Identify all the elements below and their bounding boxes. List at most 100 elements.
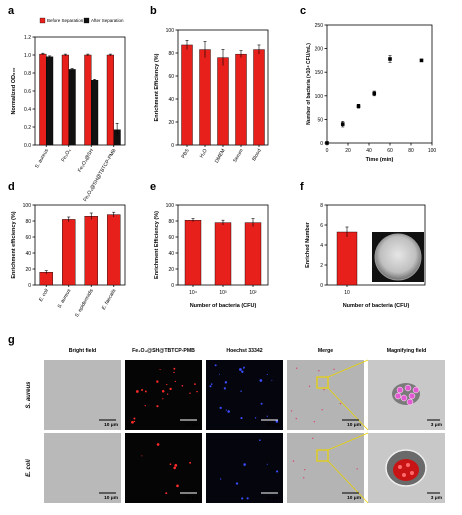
micro-column-title: Merge: [318, 348, 333, 354]
micro-merge-dot: [356, 468, 358, 470]
panel-a-ytick-label: 1.0: [24, 53, 31, 59]
micro-merge-dot: [339, 402, 342, 405]
micro-image-panel: [206, 433, 283, 503]
micro-scale-label: 10 μm: [104, 495, 118, 501]
micro-zoom-line: [327, 387, 369, 431]
panel-a-bar: [39, 53, 47, 146]
panel-f-ytick-label: 8: [320, 203, 323, 209]
panel-d-ylabel: Enrichment efficiency (%): [11, 211, 17, 278]
panel-c-xtick-label: 100: [428, 148, 437, 154]
micro-row-label: E. coli: [26, 459, 32, 477]
panel-f-ytick-label: 4: [320, 243, 323, 249]
micro-fluorescence-dot: [189, 461, 192, 464]
micro-fluorescence-dot: [174, 464, 178, 467]
panel-b-bar: [181, 44, 193, 146]
micro-cell-fluorescence: [393, 459, 419, 481]
panel-d-bar: [84, 215, 98, 286]
panel-b-ytick-label: 80: [168, 51, 174, 57]
micro-fluorescence-dot: [173, 367, 176, 370]
panel-a-bar: [84, 54, 92, 146]
panel-a-ytick-label: 0.6: [24, 89, 31, 95]
panel-e-xtick-label: 10²: [249, 290, 257, 296]
micro-image-panel: [44, 360, 121, 430]
panel-d-bar: [62, 219, 76, 286]
panel-a-legend-label: After Separation: [91, 18, 124, 23]
micro-fluorescence-dot: [169, 463, 172, 466]
panel-a-bar: [106, 54, 114, 146]
panel-a-legend-swatch: [39, 17, 46, 24]
micro-merge-dot: [333, 368, 335, 371]
panel-b-xtick-label: PBS: [181, 147, 192, 159]
micro-fluorescence-dot: [196, 390, 198, 393]
micro-scale-label: 10 μm: [347, 495, 361, 501]
micro-fluorescence-dot: [227, 410, 230, 413]
micro-fluorescence-dot: [141, 455, 143, 457]
micro-bacterium: [406, 398, 414, 406]
panel-b-bar: [235, 53, 247, 146]
micro-fluorescence-dot: [173, 466, 176, 470]
micro-image-panel: [287, 360, 364, 430]
panel-c-ytick-label: 0: [320, 141, 323, 147]
micro-fluorescence-dot: [266, 415, 268, 417]
panel-b-ytick-label: 20: [168, 120, 174, 126]
panel-b-xtick-label: DMEM: [214, 148, 227, 164]
micro-fluorescence-dot: [254, 417, 257, 419]
panel-a-ytick-label: 1.2: [24, 35, 31, 41]
micro-fluorescence-dot: [266, 463, 268, 465]
micro-image-panel: [206, 360, 283, 430]
micro-fluorescence-dot: [210, 383, 213, 385]
micro-fluorescence-dot: [223, 387, 226, 390]
micro-image-panel: [125, 433, 202, 503]
micro-bacterium: [408, 392, 416, 400]
panel-label-c: c: [300, 5, 306, 17]
micro-fluorescence-dot: [174, 380, 177, 383]
micro-fluorescence-dot: [225, 409, 227, 411]
panel-e-xtick-label: 10⁴: [189, 290, 197, 296]
micro-fluorescence-dot: [144, 405, 146, 407]
micro-image-panel: [125, 360, 202, 430]
micro-fluorescence-spot: [406, 463, 410, 467]
panel-b-ytick-label: 60: [168, 74, 174, 80]
panel-e-xtick-label: 10³: [219, 290, 227, 296]
micro-fluorescence-dot: [209, 385, 212, 388]
panel-label-e: e: [150, 181, 156, 193]
micro-row-label: S. aureus: [26, 381, 32, 409]
micro-column-title: Hoechst 33342: [226, 348, 262, 354]
panel-f-xlabel: Number of bacteria (CFU): [343, 303, 410, 309]
micro-fluorescence-dot: [169, 387, 172, 391]
panel-d-xtick-label: S. aureus: [57, 288, 73, 310]
micro-fluorescence-dot: [241, 370, 244, 373]
micro-merge-dot: [312, 437, 314, 440]
panel-a-bar: [91, 79, 99, 146]
panel-c-point: [356, 104, 361, 108]
panel-label-f: f: [300, 181, 304, 193]
panel-f-ytick-label: 6: [320, 223, 323, 229]
panel-a-ytick-label: 0.8: [24, 71, 31, 77]
panel-e-xlabel: Number of bacteria (CFU): [190, 303, 257, 309]
micro-fluorescence-dot: [181, 384, 184, 387]
micro-fluorescence-dot: [156, 380, 159, 383]
micro-scale-label: 3 μm: [431, 422, 442, 428]
panel-f-bar: [336, 231, 358, 286]
micro-fluorescence-dot: [194, 383, 196, 386]
micro-fluorescence-dot: [144, 390, 147, 393]
panel-e-ytick-label: 0: [171, 283, 174, 289]
panel-d-bar: [107, 214, 121, 286]
micro-fluorescence-dot: [135, 390, 139, 393]
panel-e-bar: [244, 222, 262, 286]
micro-column-title: Fe₃O₄@SH@TBTCP-PMB: [132, 348, 195, 354]
micro-fluorescence-dot: [167, 393, 169, 395]
panel-f-ytick-label: 2: [320, 263, 323, 269]
panel-f-xtick-label: 10: [344, 290, 350, 296]
micro-merge-dot: [308, 385, 311, 387]
micro-zoom-line: [327, 460, 369, 504]
micro-column-title: Bright field: [69, 348, 96, 354]
panel-f-ytick-label: 0: [320, 283, 323, 289]
micro-fluorescence-dot: [165, 492, 168, 495]
panel-b-bar: [199, 49, 211, 146]
micro-bacterium: [404, 384, 412, 392]
panel-d-ytick-label: 80: [25, 219, 31, 225]
panel-a-bar: [46, 56, 54, 146]
panel-c-ytick-label: 150: [315, 70, 324, 76]
panel-label-b: b: [150, 5, 157, 17]
